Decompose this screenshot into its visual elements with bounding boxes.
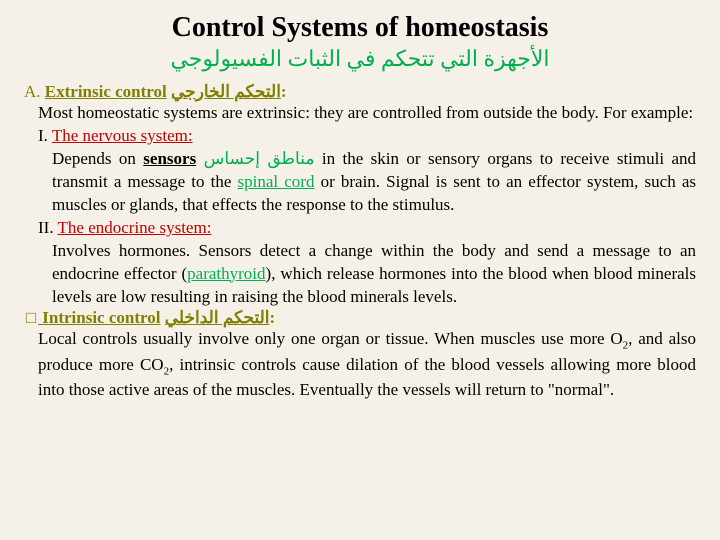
item-i-label: I. <box>38 126 52 145</box>
section-a-colon: : <box>281 82 287 101</box>
section-b-heading-arabic: التحكم الداخلي <box>165 308 270 327</box>
section-a-heading: Extrinsic control <box>45 82 167 101</box>
page-subtitle-arabic: الأجهزة التي تتحكم في الثبات الفسيولوجي <box>24 46 696 72</box>
item-i-sensors-arabic: مناطق إحساس <box>204 149 315 168</box>
section-b-body: Local controls usually involve only one … <box>38 328 696 401</box>
slide-page: Control Systems of homeostasis الأجهزة ا… <box>0 0 720 540</box>
section-a-heading-arabic: التحكم الخارجي <box>171 82 281 101</box>
section-b-heading: Intrinsic control <box>38 308 160 327</box>
section-b-text-1: Local controls usually involve only one … <box>38 329 623 348</box>
page-title: Control Systems of homeostasis <box>24 12 696 44</box>
bullet-square-icon: □ <box>24 308 38 328</box>
item-ii-parathyroid: parathyroid <box>187 264 265 283</box>
item-i-text-1: Depends on <box>52 149 143 168</box>
section-b-colon: : <box>270 308 276 327</box>
item-i-heading-line: I. The nervous system: <box>38 125 696 148</box>
section-a-label: A. <box>24 82 45 101</box>
item-ii-heading-line: II. The endocrine system: <box>38 217 696 240</box>
item-ii-body: Involves hormones. Sensors detect a chan… <box>52 240 696 309</box>
item-i-spinal: spinal cord <box>238 172 315 191</box>
section-a-body: Most homeostatic systems are extrinsic: … <box>38 102 696 125</box>
section-b-heading-line: □ Intrinsic control التحكم الداخلي: <box>24 308 696 328</box>
item-ii-label: II. <box>38 218 58 237</box>
section-a-heading-line: A. Extrinsic control التحكم الخارجي: <box>24 82 696 102</box>
item-i-heading: The nervous system: <box>52 126 193 145</box>
item-i-sensors: sensors <box>143 149 196 168</box>
item-i-body: Depends on sensors مناطق إحساس in the sk… <box>52 148 696 217</box>
item-ii-heading: The endocrine system: <box>58 218 212 237</box>
